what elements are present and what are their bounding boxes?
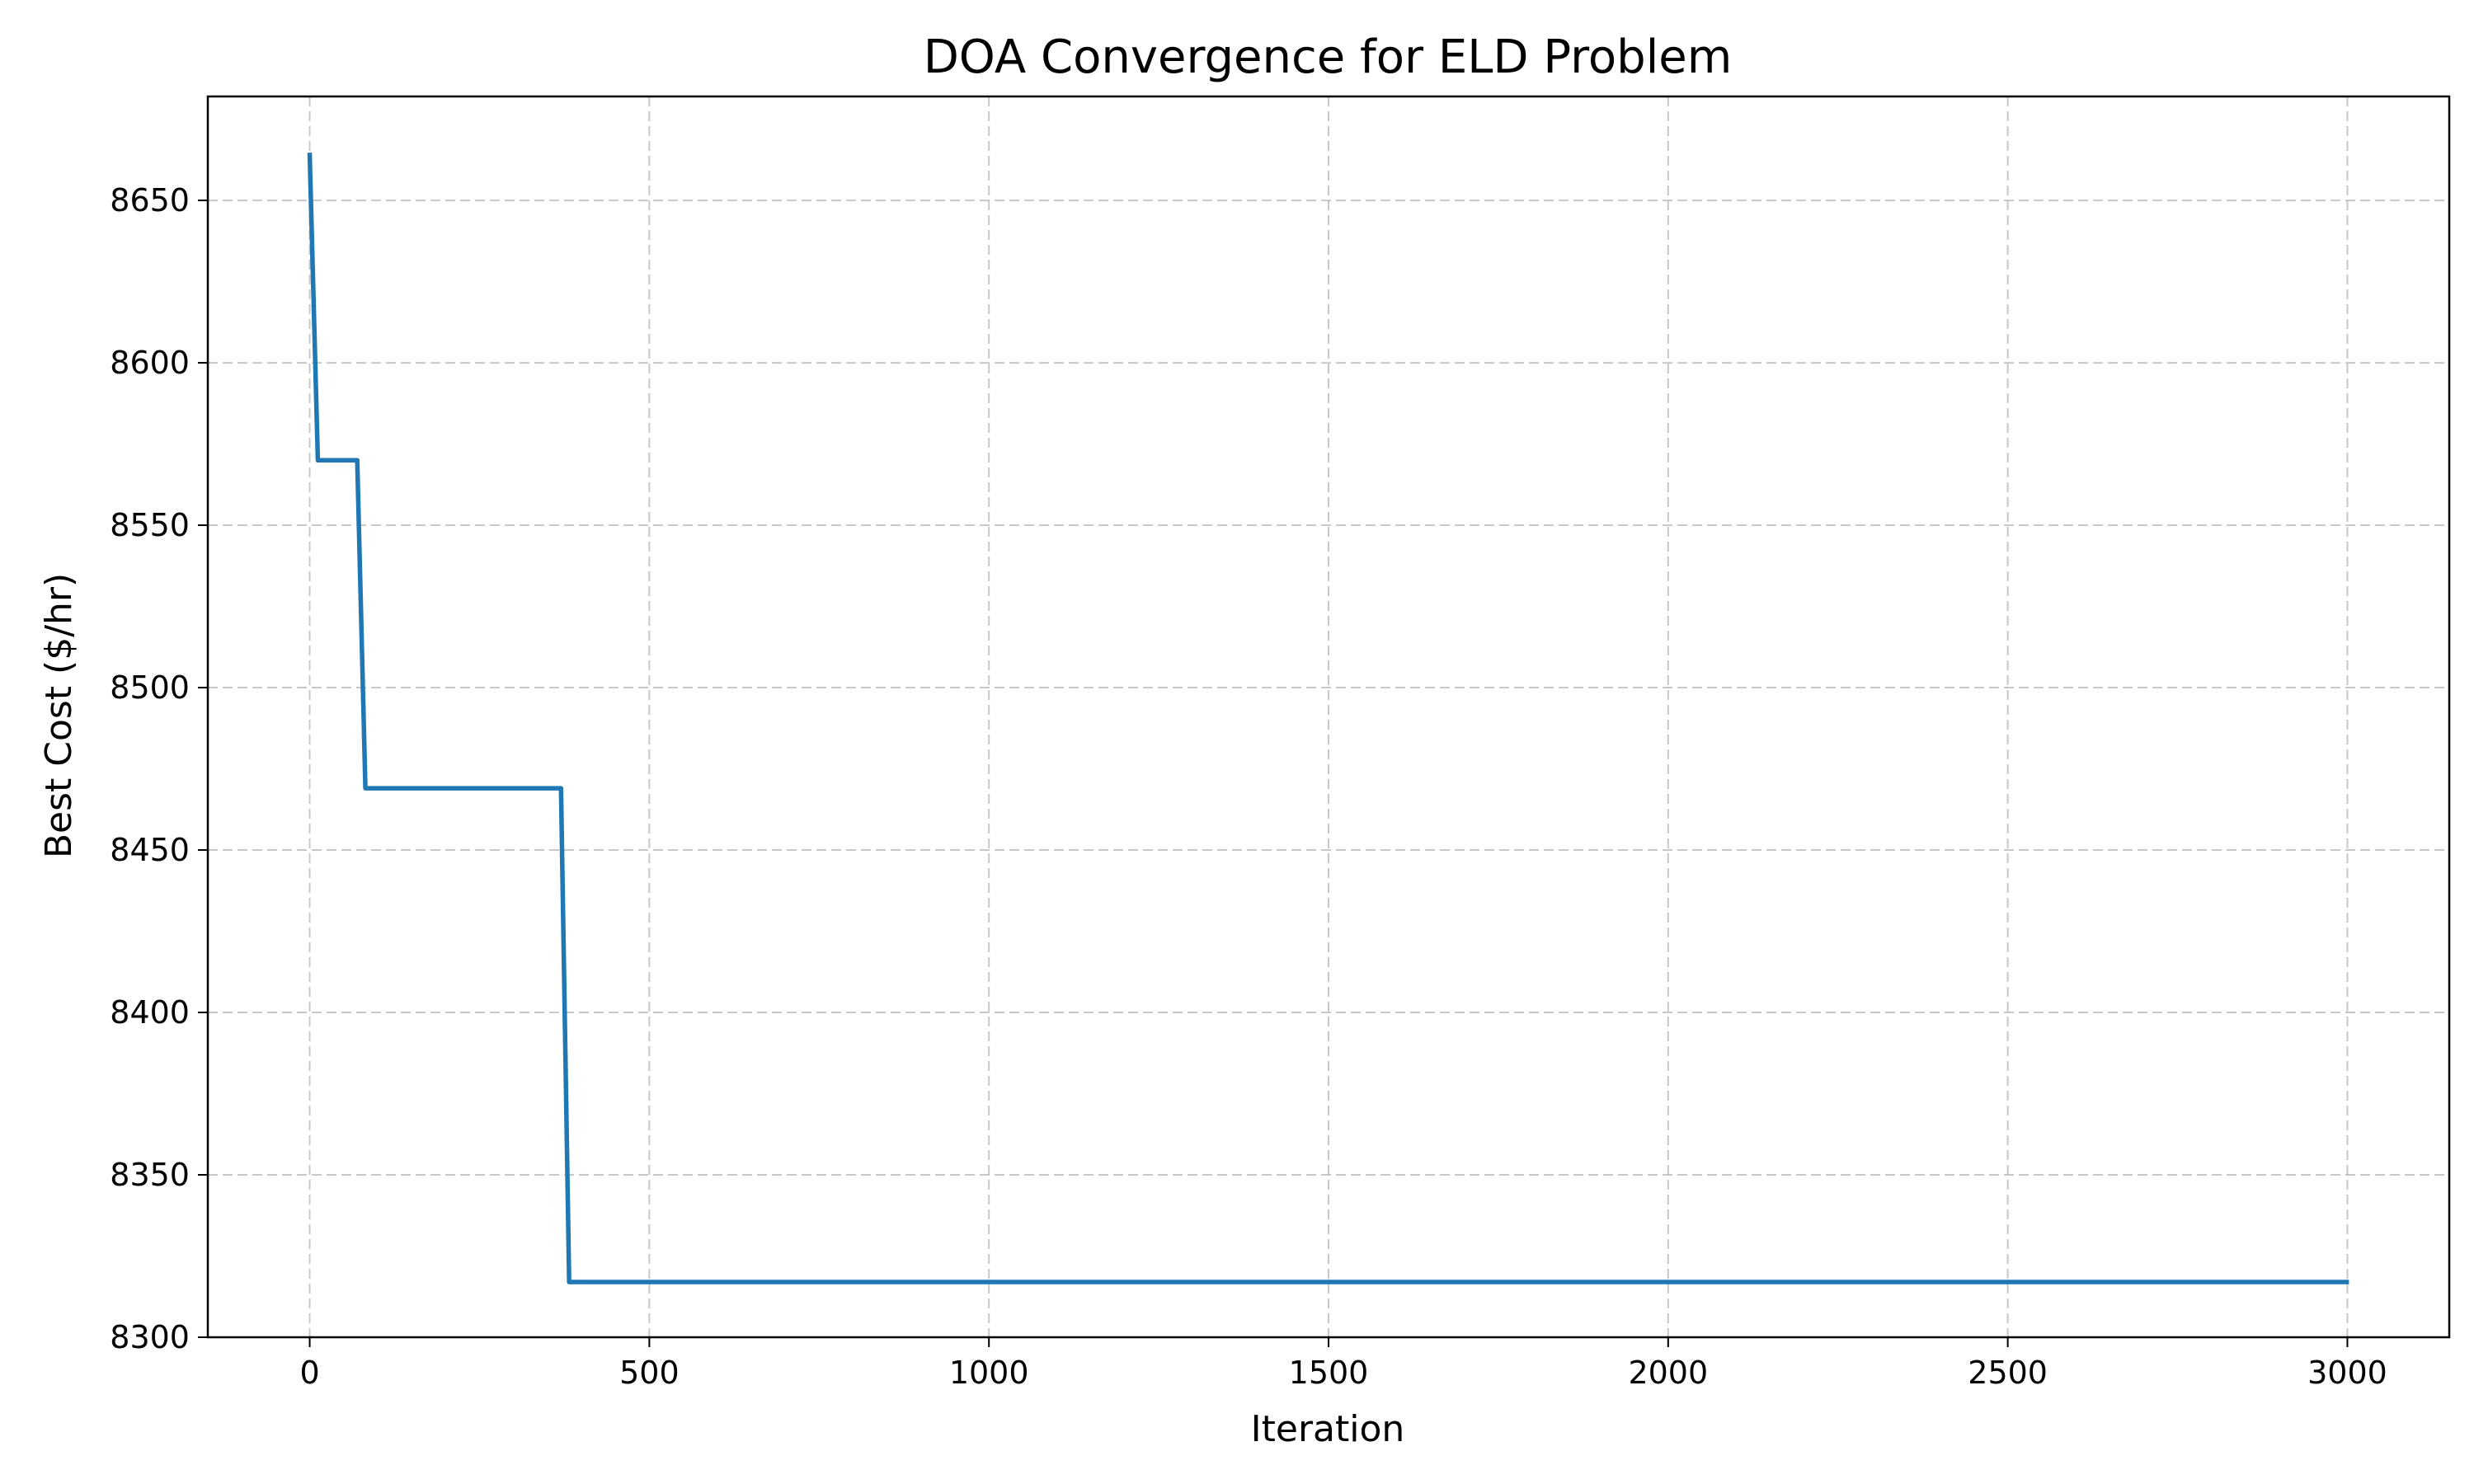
y-tick-label: 8450 [110,832,190,868]
x-tick-label: 1500 [1289,1355,1369,1391]
y-tick-label: 8500 [110,669,190,706]
x-tick-label: 3000 [2307,1355,2387,1391]
y-tick-label: 8550 [110,507,190,543]
x-tick-label: 2500 [1968,1355,2048,1391]
y-tick-label: 8350 [110,1157,190,1193]
chart-title: DOA Convergence for ELD Problem [924,31,1733,84]
grid-lines [208,96,2449,1338]
series-line-best-cost [307,153,2349,1284]
y-tick-label: 8600 [110,345,190,381]
y-tick-label: 8300 [110,1319,190,1355]
y-axis-label: Best Cost ($/hr) [38,573,80,858]
x-axis-label: Iteration [1251,1408,1405,1450]
series-layer [307,153,2349,1284]
y-tick-label: 8400 [110,994,190,1031]
x-tick-label: 2000 [1628,1355,1708,1391]
x-tick-label: 1000 [949,1355,1029,1391]
x-tick-label: 0 [299,1355,319,1391]
axis-ticks: 0 500 1000 1500 2000 2500 3000 8300 8350 8400 8450… [110,182,2387,1391]
y-tick-label: 8650 [110,182,190,218]
x-tick-label: 500 [619,1355,680,1391]
